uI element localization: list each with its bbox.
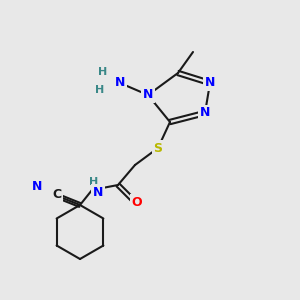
Text: N: N [200,106,210,119]
Text: C: C [52,188,62,202]
Text: N: N [205,76,215,89]
Text: N: N [143,88,153,101]
Text: N: N [115,76,125,89]
Text: S: S [154,142,163,154]
Text: O: O [132,196,142,208]
Text: H: H [89,177,99,187]
Text: H: H [95,85,105,95]
Text: N: N [93,185,103,199]
Text: H: H [98,67,108,77]
Text: N: N [32,181,42,194]
